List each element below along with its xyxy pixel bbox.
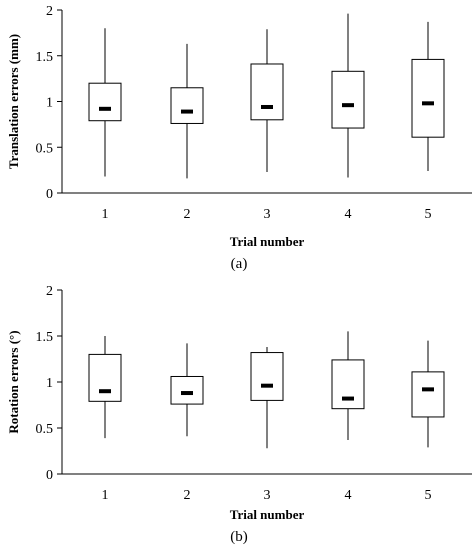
iqr-box (170, 375, 204, 405)
y-tick-label: 0 (46, 187, 53, 202)
panel-a-translation-errors: 0 0.5 1 1.5 2 1 2 3 4 5 Translation errors (mm) Tri… (6, 4, 472, 272)
median-marker (99, 389, 111, 394)
iqr-box (411, 371, 445, 418)
y-tick-label: 2 (46, 284, 53, 299)
median-marker (181, 391, 193, 396)
x-tick-label: 5 (425, 488, 432, 503)
y-axis-title: Rotation errors (°) (6, 330, 21, 433)
iqr-box (250, 352, 284, 401)
panel-label: (b) (230, 529, 248, 545)
x-tick-label: 4 (345, 488, 352, 503)
median-marker (342, 396, 354, 401)
x-tick-label: 3 (264, 207, 271, 222)
x-tick-label: 1 (102, 488, 109, 503)
y-tick-label: 1.5 (36, 330, 54, 345)
iqr-box (88, 353, 122, 402)
panel-b-rotation-errors: 0 0.5 1 1.5 2 1 2 3 4 5 Rotation errors (°) Trial n… (6, 284, 472, 545)
median-marker (261, 104, 273, 109)
iqr-box (170, 87, 204, 124)
y-tick-label: 0 (46, 468, 53, 483)
median-marker (181, 109, 193, 114)
median-marker (422, 387, 434, 392)
x-tick-label: 1 (102, 207, 109, 222)
iqr-box (250, 63, 284, 121)
y-tick-label: 0.5 (36, 141, 54, 156)
panel-label: (a) (231, 256, 248, 272)
y-tick-label: 0.5 (36, 422, 54, 437)
y-tick-label: 1.5 (36, 50, 54, 65)
x-axis-title: Trial number (230, 507, 305, 522)
iqr-box (331, 359, 365, 410)
iqr-box (411, 58, 445, 138)
x-tick-label: 5 (425, 207, 432, 222)
iqr-box (88, 82, 122, 122)
x-axis-title: Trial number (230, 234, 305, 249)
x-tick-label: 4 (345, 207, 352, 222)
x-tick-label: 3 (264, 488, 271, 503)
y-tick-label: 2 (46, 4, 53, 19)
median-marker (261, 383, 273, 388)
median-marker (99, 106, 111, 111)
x-tick-label: 2 (184, 207, 191, 222)
median-marker (422, 101, 434, 106)
y-axis-title: Translation errors (mm) (6, 34, 21, 169)
iqr-box (331, 70, 365, 129)
y-tick-label: 1 (46, 376, 53, 391)
x-tick-label: 2 (184, 488, 191, 503)
y-tick-label: 1 (46, 96, 53, 111)
median-marker (342, 103, 354, 108)
